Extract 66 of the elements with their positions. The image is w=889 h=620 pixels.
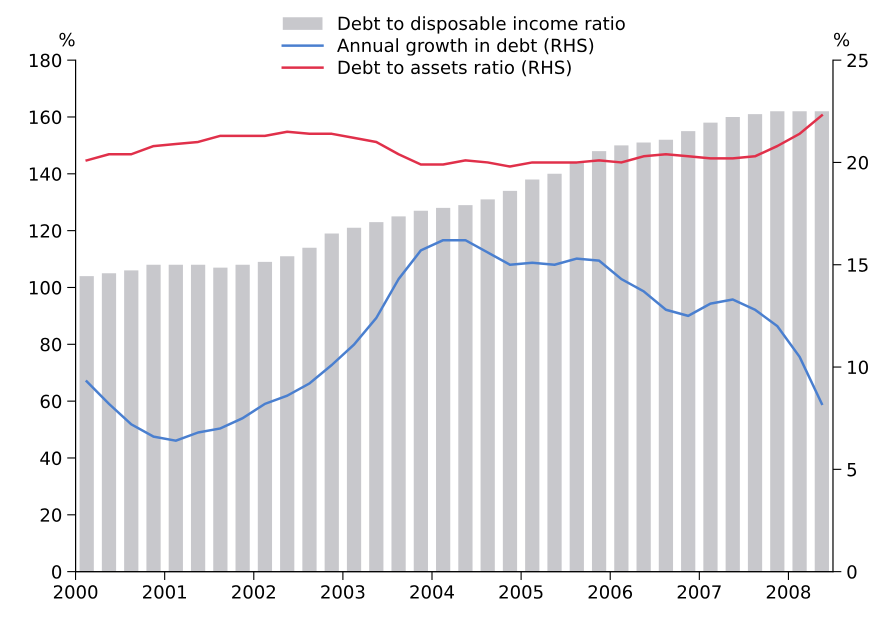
bar xyxy=(190,264,206,572)
bar xyxy=(770,111,784,572)
bar xyxy=(681,131,696,572)
y2-tick-label: 25 xyxy=(848,54,868,68)
bar xyxy=(436,208,450,572)
y-tick-label: 60 xyxy=(40,394,62,408)
line-series xyxy=(85,114,824,168)
y2-tick-label: 0 xyxy=(847,565,856,579)
y2-tick-label: 5 xyxy=(848,463,856,476)
bar xyxy=(502,190,518,572)
legend-label: Debt to assets ratio (RHS) xyxy=(338,60,571,76)
y-tick-label: 20 xyxy=(40,508,62,522)
legend-label: Annual growth in debt (RHS) xyxy=(337,38,594,56)
x-tick-label: 2008 xyxy=(766,585,810,599)
legend-label: Debt to disposable income ratio xyxy=(338,16,625,34)
bar xyxy=(124,270,138,572)
y2-tick-label: 10 xyxy=(848,360,868,374)
bar xyxy=(592,151,606,572)
bar xyxy=(346,228,362,572)
bar xyxy=(525,179,540,572)
bar xyxy=(480,199,495,572)
y-axis-title: % xyxy=(59,32,75,46)
bar xyxy=(547,174,562,572)
bar xyxy=(102,273,116,572)
bar xyxy=(391,216,406,572)
x-tick-label: 2002 xyxy=(232,585,275,599)
bar xyxy=(726,116,740,572)
x-tick-label: 2004 xyxy=(410,585,454,599)
bar xyxy=(414,210,428,572)
y-tick-label: 100 xyxy=(30,280,62,295)
y2-axis-title: % xyxy=(834,32,850,46)
bar xyxy=(280,256,294,572)
y-tick-label: 180 xyxy=(30,54,62,68)
bar xyxy=(80,276,94,572)
bar xyxy=(213,268,228,572)
y-tick-label: 40 xyxy=(40,451,62,466)
bar xyxy=(614,145,628,572)
y-tick-label: 0 xyxy=(52,565,62,579)
y2-tick-label: 15 xyxy=(848,258,868,272)
bar xyxy=(814,111,829,572)
line-series xyxy=(85,238,824,442)
y-tick-label: 160 xyxy=(30,110,62,124)
bar xyxy=(302,248,317,572)
bar xyxy=(458,205,473,572)
bar xyxy=(258,262,272,572)
bar xyxy=(703,122,718,572)
y-tick-label: 120 xyxy=(30,224,62,238)
x-tick-label: 2003 xyxy=(321,585,364,599)
bar xyxy=(570,162,584,572)
bar xyxy=(369,222,384,572)
bar xyxy=(168,264,183,572)
bar xyxy=(146,264,161,572)
bar xyxy=(324,233,339,572)
y-tick-label: 80 xyxy=(40,338,62,352)
bar xyxy=(636,142,651,572)
x-tick-label: 2005 xyxy=(499,585,543,599)
bar xyxy=(792,111,807,572)
x-tick-label: 2007 xyxy=(678,585,721,599)
x-tick-label: 2006 xyxy=(588,585,632,599)
bar xyxy=(658,140,674,572)
bar xyxy=(236,264,250,572)
y2-tick-label: 20 xyxy=(848,156,868,170)
bar xyxy=(748,114,762,572)
x-tick-label: 2001 xyxy=(143,585,186,599)
y-tick-label: 140 xyxy=(30,167,62,181)
x-tick-label: 2000 xyxy=(54,585,98,599)
